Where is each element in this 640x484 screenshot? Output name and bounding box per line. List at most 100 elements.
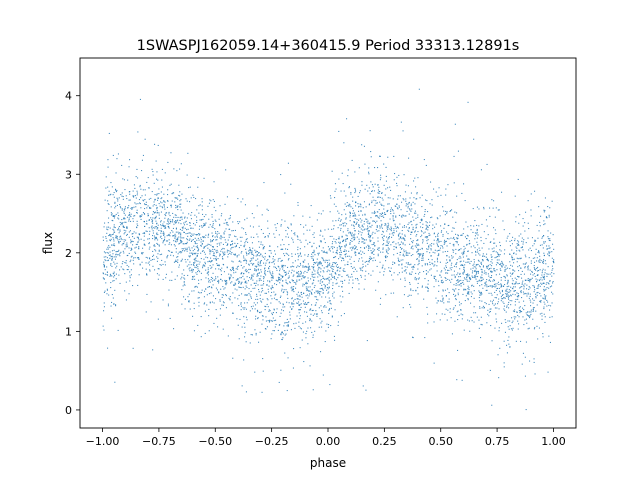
data-point <box>274 253 276 255</box>
data-point <box>424 209 426 211</box>
data-point <box>423 232 425 234</box>
data-point <box>515 281 517 283</box>
data-point <box>482 265 484 267</box>
data-point <box>225 307 227 309</box>
data-point <box>308 265 310 267</box>
data-point <box>411 266 413 268</box>
data-point <box>171 279 173 281</box>
data-point <box>203 247 205 249</box>
data-point <box>269 265 271 267</box>
data-point <box>208 202 210 204</box>
data-point <box>248 263 250 265</box>
data-point <box>267 299 269 301</box>
data-point <box>182 248 184 250</box>
data-point <box>527 200 529 202</box>
data-point <box>267 220 269 222</box>
data-point <box>448 298 450 300</box>
data-point <box>546 248 548 250</box>
data-point <box>250 306 252 308</box>
data-point <box>114 202 116 204</box>
data-point <box>485 281 487 283</box>
data-point <box>374 259 376 261</box>
data-point <box>196 245 198 247</box>
data-point <box>192 315 194 317</box>
data-point <box>144 194 146 196</box>
data-point <box>537 251 539 253</box>
data-point <box>265 328 267 330</box>
data-point <box>292 241 294 243</box>
data-point <box>302 266 304 268</box>
data-point <box>371 184 373 186</box>
data-point <box>230 282 232 284</box>
data-point <box>257 298 259 300</box>
data-point <box>468 258 470 260</box>
data-point <box>520 290 522 292</box>
data-point <box>231 281 233 283</box>
data-point <box>376 265 378 267</box>
data-point <box>260 284 262 286</box>
data-point <box>524 222 526 224</box>
data-point <box>442 299 444 301</box>
data-point <box>528 297 530 299</box>
data-point <box>377 184 379 186</box>
data-point <box>216 233 218 235</box>
data-point <box>213 258 215 260</box>
data-point <box>319 288 321 290</box>
data-point <box>404 215 406 217</box>
data-point <box>542 247 544 249</box>
data-point <box>319 240 321 242</box>
data-point <box>304 246 306 248</box>
data-point <box>387 225 389 227</box>
data-point <box>401 247 403 249</box>
data-point <box>233 270 235 272</box>
data-point <box>530 273 532 275</box>
data-point <box>104 269 106 271</box>
data-point <box>156 178 158 180</box>
data-point <box>333 276 335 278</box>
data-point <box>485 272 487 274</box>
data-point <box>173 240 175 242</box>
data-point <box>168 213 170 215</box>
data-point <box>179 239 181 241</box>
data-point <box>247 280 249 282</box>
data-point <box>262 315 264 317</box>
data-point <box>238 247 240 249</box>
data-point <box>511 249 513 251</box>
data-point <box>516 278 518 280</box>
data-point <box>433 362 435 364</box>
data-point <box>163 206 165 208</box>
data-point <box>117 217 119 219</box>
data-point <box>161 179 163 181</box>
data-point <box>264 258 266 260</box>
data-point <box>318 274 320 276</box>
data-point <box>467 291 469 293</box>
data-point <box>421 219 423 221</box>
data-point <box>173 221 175 223</box>
data-point <box>497 281 499 283</box>
data-point <box>196 234 198 236</box>
data-point <box>282 285 284 287</box>
data-point <box>305 337 307 339</box>
data-point <box>335 262 337 264</box>
data-point <box>289 282 291 284</box>
data-point <box>174 278 176 280</box>
data-point <box>408 213 410 215</box>
data-point <box>196 216 198 218</box>
data-point <box>484 282 486 284</box>
data-point <box>380 251 382 253</box>
data-point <box>297 265 299 267</box>
data-point <box>303 292 305 294</box>
data-point <box>503 297 505 299</box>
data-point <box>548 304 550 306</box>
data-point <box>262 358 264 360</box>
data-point <box>106 289 108 291</box>
data-point <box>499 241 501 243</box>
data-point <box>260 243 262 245</box>
data-point <box>182 285 184 287</box>
data-point <box>104 222 106 224</box>
data-point <box>138 274 140 276</box>
data-point <box>502 220 504 222</box>
data-point <box>540 300 542 302</box>
data-point <box>154 194 156 196</box>
data-point <box>372 248 374 250</box>
